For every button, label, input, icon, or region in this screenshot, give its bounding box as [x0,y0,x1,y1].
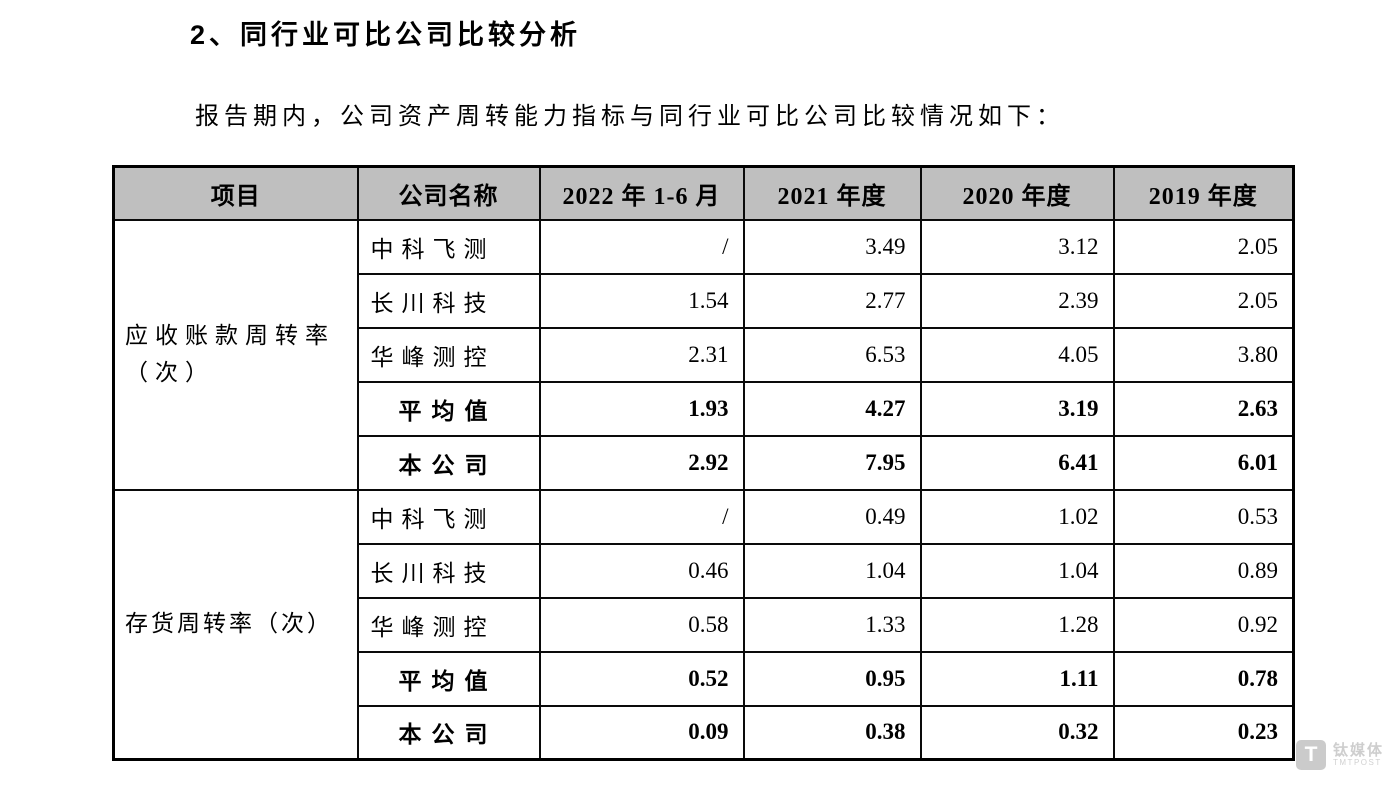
value-cell: 0.52 [538,650,745,707]
watermark-text: 钛媒体 TMTPOST [1333,743,1384,767]
company-name-cell: 平均值 [356,380,541,437]
table-header-row: 项目 公司名称 2022 年 1-6 月 2021 年度 2020 年度 2019 年度 [112,165,1295,221]
value-cell: 3.12 [919,218,1115,275]
company-name-cell: 中科飞测 [356,218,541,275]
value-cell: 1.33 [742,596,922,653]
value-cell: 4.27 [742,380,922,437]
value-cell: 3.49 [742,218,922,275]
value-cell: 2.77 [742,272,922,329]
value-cell: 0.89 [1112,542,1295,599]
table-row: 本公司 2.92 7.95 6.41 6.01 [114,434,1295,491]
value-cell: 0.46 [538,542,745,599]
column-header-3: 2021 年度 [742,165,922,221]
watermark-en-label: TMTPOST [1333,757,1382,767]
value-cell: / [538,488,745,545]
value-cell: 2.05 [1112,272,1295,329]
value-cell: 0.09 [538,704,745,761]
table-row: 长川科技 0.46 1.04 1.04 0.89 [114,542,1295,599]
value-cell: 4.05 [919,326,1115,383]
value-cell: 6.41 [919,434,1115,491]
value-cell: 0.53 [1112,488,1295,545]
company-name-cell: 长川科技 [356,272,541,329]
table-row: 华峰测控 0.58 1.33 1.28 0.92 [114,596,1295,653]
company-name-cell: 本公司 [356,434,541,491]
value-cell: 2.92 [538,434,745,491]
table-row: 长川科技 1.54 2.77 2.39 2.05 [114,272,1295,329]
table-row: 存货周转率（次） 中科飞测/0.49 1.02 0.53 [112,488,1295,761]
value-cell: 0.23 [1112,704,1295,761]
value-cell: 0.78 [1112,650,1295,707]
value-cell: 2.63 [1112,380,1295,437]
value-cell: 2.05 [1112,218,1295,275]
value-cell: 0.32 [919,704,1115,761]
value-cell: 0.95 [742,650,922,707]
column-header-5: 2019 年度 [1112,165,1295,221]
table-row: 平均值 1.93 4.27 3.19 2.63 [114,380,1295,437]
company-name-cell: 本公司 [356,704,541,761]
table-row: 平均值 0.52 0.95 1.11 0.78 [114,650,1295,707]
value-cell: 6.53 [742,326,922,383]
value-cell: 0.49 [742,488,922,545]
value-cell: / [538,218,745,275]
value-cell: 1.04 [742,542,922,599]
column-header-2: 2022 年 1-6 月 [538,165,745,221]
company-name-cell: 华峰测控 [356,596,541,653]
value-cell: 0.92 [1112,596,1295,653]
column-header-1: 公司名称 [356,165,541,221]
value-cell: 2.31 [538,326,745,383]
tmtpost-watermark: T 钛媒体 TMTPOST [1296,740,1384,770]
value-cell: 0.38 [742,704,922,761]
company-name-cell: 长川科技 [356,542,541,599]
section-heading: 2、同行业可比公司比较分析 [190,20,582,50]
value-cell: 7.95 [742,434,922,491]
value-cell: 1.11 [919,650,1115,707]
value-cell: 6.01 [1112,434,1295,491]
company-name-cell: 中科飞测 [356,488,541,545]
row-group-label: 存货周转率（次） [112,488,359,761]
company-name-cell: 华峰测控 [356,326,541,383]
company-name-cell: 平均值 [356,650,541,707]
value-cell: 3.80 [1112,326,1295,383]
intro-paragraph: 报告期内，公司资产周转能力指标与同行业可比公司比较情况如下： [195,104,1065,130]
watermark-cn-label: 钛媒体 [1333,741,1385,759]
value-cell: 1.28 [919,596,1115,653]
value-cell: 1.93 [538,380,745,437]
tmtpost-logo-icon: T [1296,740,1326,770]
table-row: 本公司 0.09 0.38 0.32 0.23 [114,704,1295,761]
value-cell: 2.39 [919,272,1115,329]
value-cell: 1.02 [919,488,1115,545]
value-cell: 3.19 [919,380,1115,437]
table-row: 应收账款周转率（次） 中科飞测/3.49 3.12 2.05 [112,218,1295,491]
comparison-table: 项目 公司名称 2022 年 1-6 月 2021 年度 2020 年度 2019 年度 … [112,165,1295,761]
column-header-4: 2020 年度 [919,165,1115,221]
column-header-0: 项目 [112,165,359,221]
table-row: 华峰测控 2.31 6.53 4.05 3.80 [114,326,1295,383]
row-group-label: 应收账款周转率（次） [112,218,359,491]
value-cell: 1.54 [538,272,745,329]
value-cell: 0.58 [538,596,745,653]
value-cell: 1.04 [919,542,1115,599]
